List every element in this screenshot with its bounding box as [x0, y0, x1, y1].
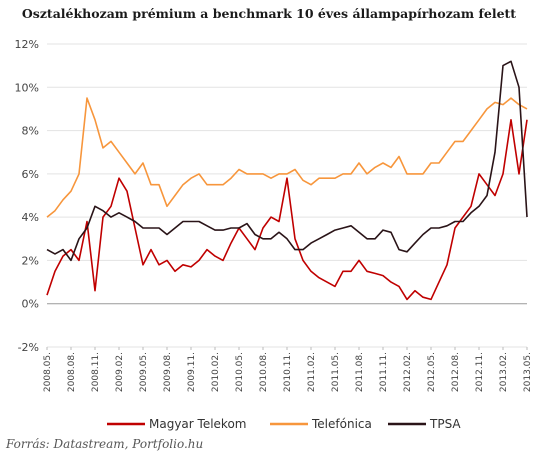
series-line-telef-nica — [46, 97, 528, 218]
x-tick-label: 2009.02. — [115, 352, 125, 392]
x-tick-label: 2012.08. — [451, 352, 461, 392]
y-tick-label: 2% — [22, 254, 39, 267]
gridlines — [47, 43, 527, 348]
y-tick-label: 12% — [15, 38, 39, 51]
x-tick-label: 2009.08. — [163, 352, 173, 392]
x-tick-label: 2012.02. — [403, 352, 413, 392]
x-tick-labels: 2008.05. 2008.08. 2008.11. 2009.02. 2009.05.… — [43, 347, 533, 392]
x-tick-label: 2011.02. — [307, 352, 317, 392]
x-tick-label: 2010.05. — [235, 352, 245, 392]
y-tick-label: 0% — [22, 298, 39, 311]
x-tick-label: 2011.08. — [355, 352, 365, 392]
y-tick-label: -2% — [18, 341, 39, 354]
legend: Magyar Telekom Telefónica TPSA — [107, 417, 461, 431]
source-note: Forrás: Datastream, Portfolio.hu — [5, 437, 203, 451]
x-tick-label: 2008.11. — [91, 352, 101, 392]
x-tick-label: 2010.08. — [259, 352, 269, 392]
x-tick-label: 2011.11. — [379, 352, 389, 392]
y-tick-label: 8% — [22, 125, 39, 138]
series-lines — [46, 60, 528, 301]
y-tick-labels: -2% 0% 2% 4% 6% 8% 10% 12% — [15, 38, 39, 354]
x-tick-label: 2012.05. — [427, 352, 437, 392]
x-tick-label: 2010.11. — [283, 352, 293, 392]
legend-label: Magyar Telekom — [149, 417, 246, 431]
y-tick-label: 4% — [22, 211, 39, 224]
x-tick-label: 2012.11. — [475, 352, 485, 392]
legend-label: Telefónica — [311, 417, 372, 431]
x-tick-label: 2011.05. — [331, 352, 341, 392]
x-tick-label: 2013.02. — [499, 352, 509, 392]
y-tick-label: 6% — [22, 168, 39, 181]
x-tick-label: 2009.05. — [139, 352, 149, 392]
chart-title: Osztalékhozam prémium a benchmark 10 éve… — [22, 6, 516, 21]
y-tick-label: 10% — [15, 81, 39, 94]
legend-label: TPSA — [429, 417, 461, 431]
x-tick-label: 2008.08. — [67, 352, 77, 392]
series-line-magyar-telekom — [46, 119, 528, 301]
x-tick-label: 2010.02. — [211, 352, 221, 392]
series-line-tpsa — [46, 60, 528, 262]
x-tick-label: 2009.11. — [187, 352, 197, 392]
x-tick-label: 2008.05. — [43, 352, 53, 392]
x-tick-label: 2013.05. — [523, 352, 533, 392]
